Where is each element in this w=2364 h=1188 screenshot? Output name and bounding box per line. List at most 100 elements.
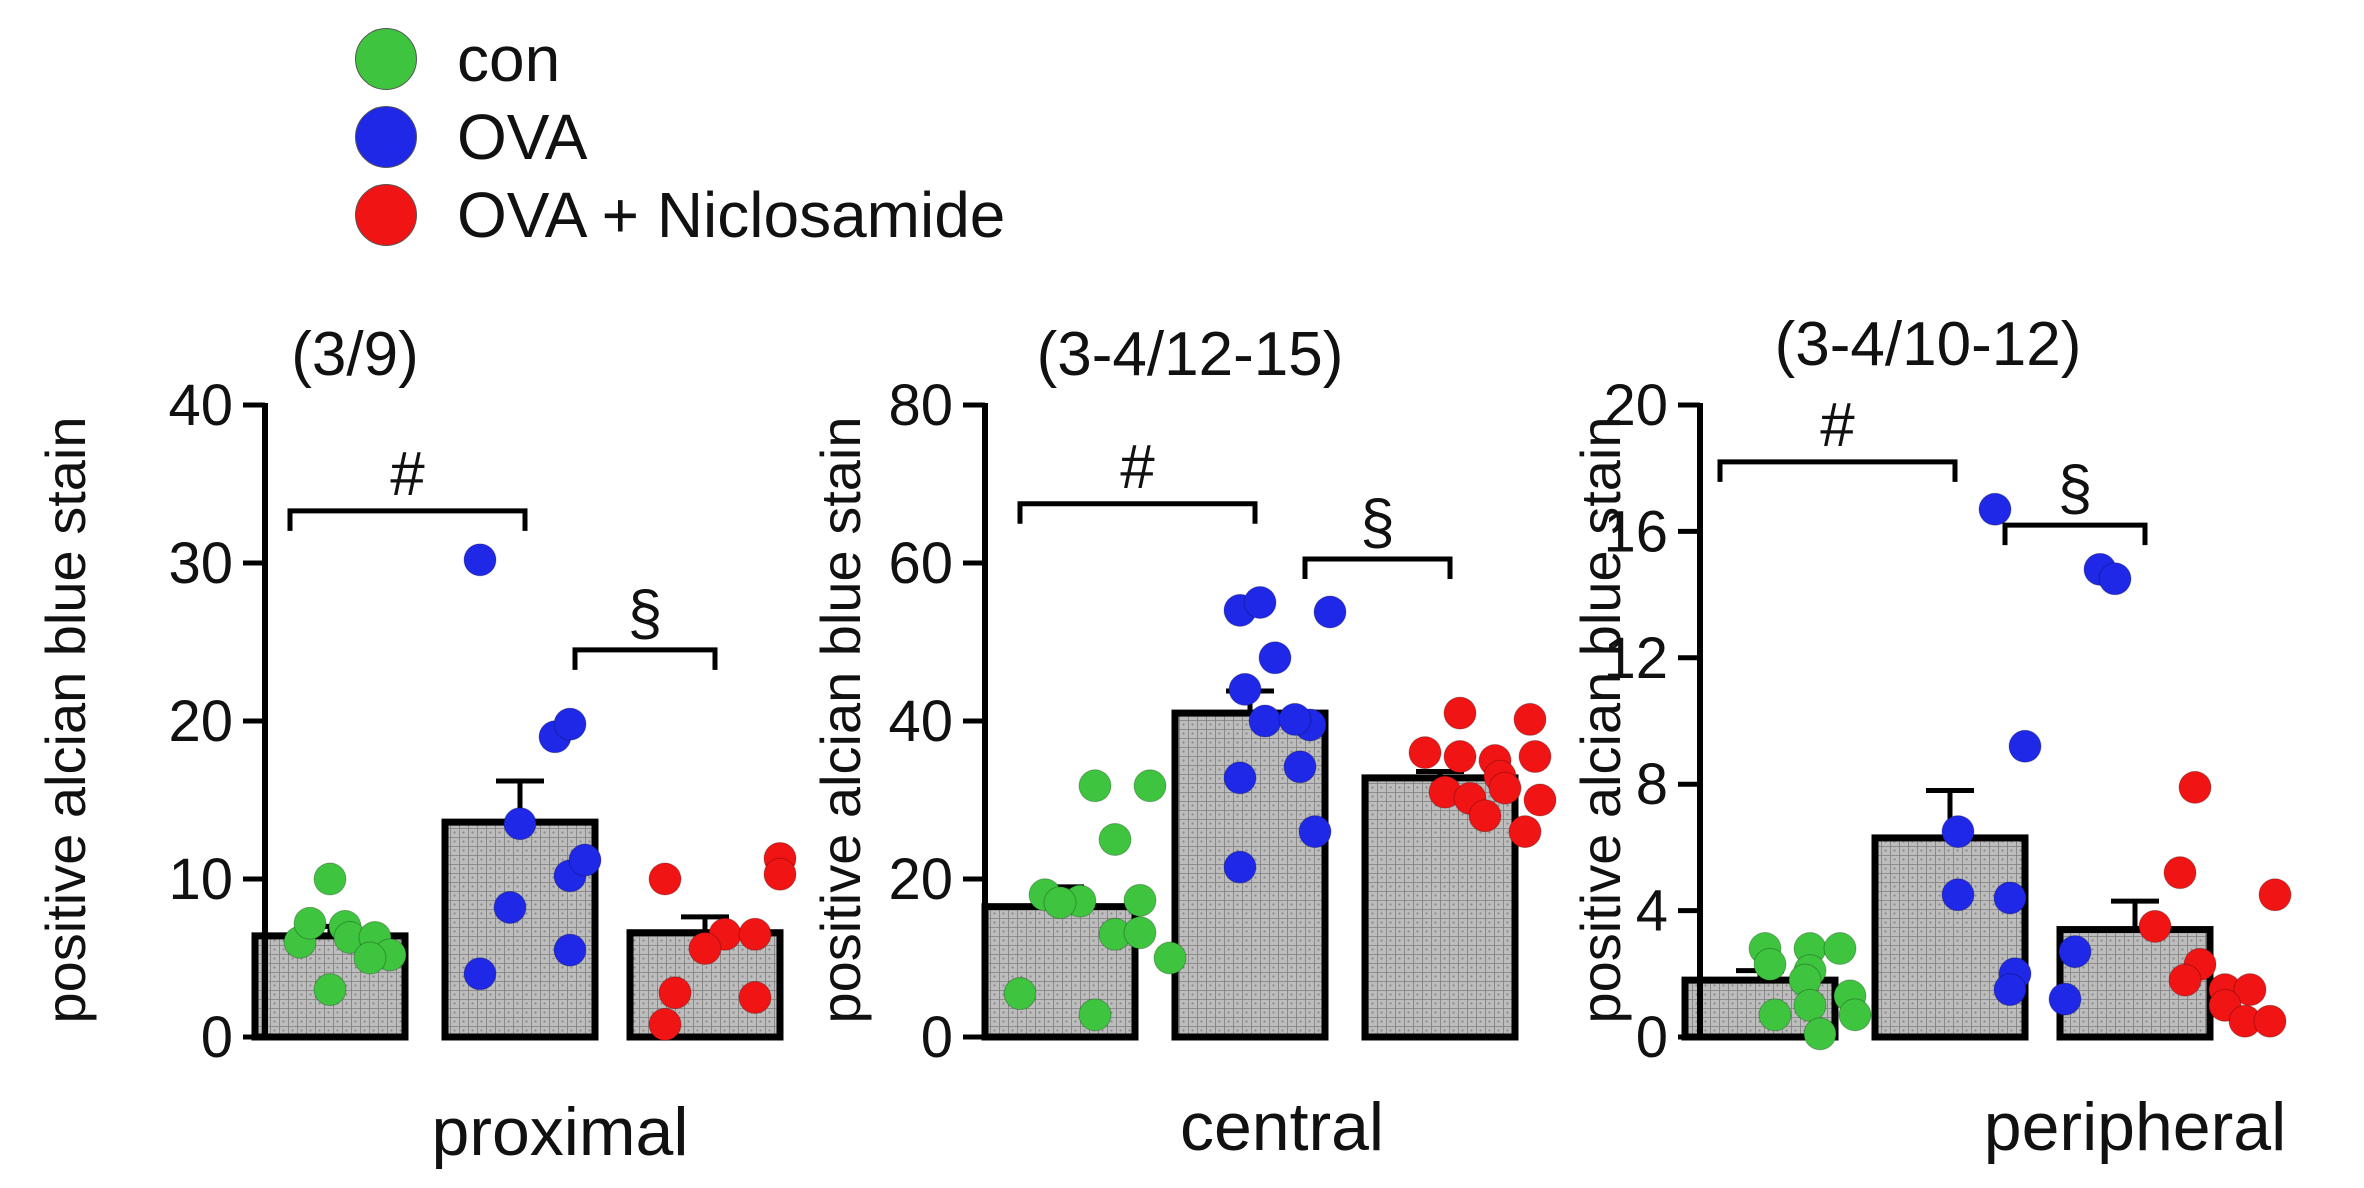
- data-point-ova: [1993, 973, 2027, 1007]
- data-point-con: [1133, 769, 1167, 803]
- data-point-ova-niclosamide: [1468, 799, 1502, 833]
- legend-label-ova: OVA: [457, 101, 588, 173]
- data-point-ova-niclosamide: [688, 932, 722, 966]
- data-point-ova: [1941, 815, 1975, 849]
- data-point-con: [1123, 916, 1157, 950]
- data-point-con: [1078, 998, 1112, 1032]
- significance-symbol: #: [1820, 391, 1855, 460]
- data-point-ova-niclosamide: [2168, 963, 2202, 997]
- data-point-con: [1098, 823, 1132, 856]
- legend-marker-con: [355, 28, 417, 90]
- data-point-con: [1758, 998, 1792, 1032]
- y-axis-label: positive alcian blue stain: [34, 416, 97, 1023]
- data-point-con: [313, 862, 347, 896]
- y-tick-label: 0: [201, 1005, 233, 1070]
- data-point-ova-niclosamide: [1523, 783, 1557, 817]
- data-point-ova-niclosamide: [648, 862, 682, 896]
- data-point-ova-niclosamide: [2233, 973, 2267, 1007]
- significance-bracket: [1302, 556, 1453, 580]
- data-point-ova: [493, 890, 527, 924]
- data-point-con: [353, 941, 387, 975]
- y-tick-label: 30: [168, 531, 233, 596]
- legend-item-ova: OVA: [355, 98, 1005, 176]
- data-point-ova: [1258, 641, 1292, 675]
- data-point-ova-niclosamide: [1443, 740, 1477, 774]
- chart-panel-2: 0 20 40 60 80 # § (3-4/12-15) central positive al…: [809, 320, 1557, 1165]
- data-point-ova-niclosamide: [658, 976, 692, 1010]
- significance-symbol: §: [628, 579, 662, 648]
- significance-bracket: [287, 508, 528, 531]
- data-point-ova-niclosamide: [1443, 696, 1477, 730]
- data-point-ova-niclosamide: [1513, 702, 1547, 736]
- data-point-con: [1153, 941, 1187, 975]
- y-axis-label: positive alcian blue stain: [809, 416, 872, 1023]
- y-tick-label: 20: [1603, 373, 1668, 438]
- data-point-con: [1123, 883, 1157, 917]
- y-tick-label: 10: [168, 847, 233, 912]
- y-tick-label: 40: [168, 373, 233, 438]
- data-point-ova: [463, 957, 497, 991]
- data-point-ova: [1993, 881, 2027, 915]
- y-tick-label: 4: [1636, 879, 1668, 944]
- legend-item-ova-niclosamide: OVA + Niclosamide: [355, 176, 1005, 254]
- x-axis-label: proximal: [432, 1094, 689, 1170]
- significance-bracket: [572, 647, 718, 670]
- data-point-ova-niclosamide: [648, 1007, 682, 1041]
- panel-title: (3-4/10-12): [1775, 310, 2082, 379]
- legend: con OVA OVA + Niclosamide: [355, 20, 1005, 254]
- y-tick-label: 40: [888, 689, 953, 754]
- x-axis-label: central: [1180, 1089, 1384, 1165]
- data-point-ova-niclosamide: [738, 981, 772, 1014]
- data-point-con: [1003, 977, 1037, 1011]
- y-tick-label: 12: [1603, 626, 1668, 691]
- y-tick-label: 80: [888, 373, 953, 438]
- data-point-ova: [2098, 562, 2132, 596]
- data-point-ova: [2008, 729, 2042, 763]
- data-point-ova-niclosamide: [2258, 878, 2292, 912]
- y-tick-label: 60: [888, 531, 953, 596]
- data-point-ova-niclosamide: [738, 917, 772, 951]
- panel-title: (3-4/12-15): [1037, 320, 1344, 389]
- data-point-con: [1043, 886, 1077, 920]
- data-point-ova: [1278, 702, 1312, 736]
- data-point-ova: [1313, 595, 1347, 629]
- data-point-ova-niclosamide: [1408, 736, 1442, 770]
- data-point-ova-niclosamide: [1488, 771, 1522, 805]
- y-tick-label: 16: [1603, 499, 1668, 564]
- y-tick-label: 0: [1636, 1005, 1668, 1070]
- data-point-ova: [463, 543, 497, 577]
- data-point-con: [1838, 998, 1872, 1032]
- data-point-con: [293, 906, 327, 940]
- data-point-ova: [1941, 878, 1975, 912]
- significance-bracket: [2002, 522, 2148, 546]
- significance-bracket: [1017, 501, 1258, 524]
- data-point-ova-niclosamide: [2178, 770, 2212, 804]
- data-point-con: [313, 973, 347, 1007]
- data-point-con: [1803, 1017, 1837, 1051]
- x-axis-label: peripheral: [1984, 1089, 2286, 1165]
- data-point-ova: [2058, 935, 2092, 969]
- data-point-ova-niclosamide: [763, 857, 797, 891]
- significance-symbol: §: [2058, 454, 2092, 523]
- chart-panel-1: 0 10 20 30 40 # § (3/9) proximal positive alcian …: [34, 320, 797, 1170]
- data-point-ova-niclosamide: [2253, 1004, 2287, 1038]
- significance-bracket: [1717, 459, 1958, 482]
- data-point-ova: [2048, 982, 2082, 1016]
- y-tick-label: 8: [1636, 752, 1668, 817]
- data-point-ova: [503, 807, 537, 841]
- data-point-ova: [1298, 815, 1332, 849]
- data-point-ova: [1283, 750, 1317, 784]
- legend-item-con: con: [355, 20, 1005, 98]
- data-point-ova-niclosamide: [2163, 856, 2197, 890]
- data-point-ova: [1228, 672, 1262, 706]
- data-point-ova: [1243, 586, 1277, 619]
- data-point-ova-niclosamide: [1508, 815, 1542, 849]
- y-tick-label: 0: [921, 1005, 953, 1070]
- legend-marker-ova: [355, 106, 417, 168]
- data-point-ova: [568, 843, 602, 877]
- data-point-ova: [1223, 850, 1257, 884]
- data-point-con: [1793, 988, 1827, 1022]
- data-point-ova: [553, 933, 587, 967]
- data-point-ova: [1978, 492, 2012, 526]
